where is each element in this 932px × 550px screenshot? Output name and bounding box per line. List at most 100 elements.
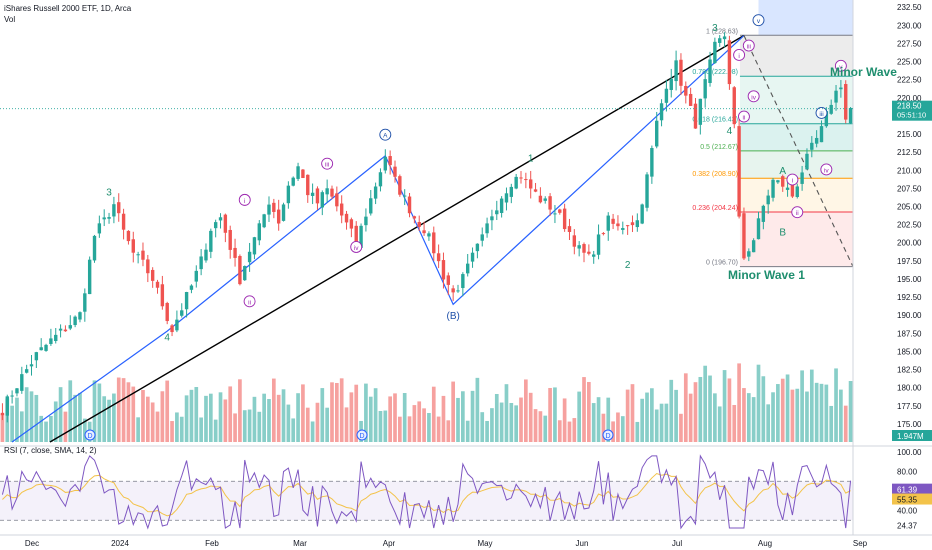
candle-body — [209, 230, 213, 252]
volume-bar — [354, 384, 359, 442]
wave-label-circle — [747, 90, 760, 103]
candle-body — [291, 177, 295, 186]
volume-bar — [674, 389, 678, 442]
time-axis[interactable]: Dec 2024 Feb Mar Apr May Jun Jul Aug Sep — [0, 534, 932, 548]
dashed-projection — [743, 35, 854, 267]
volume-bar — [402, 393, 407, 442]
volume-bar — [809, 369, 814, 442]
wave-label-text: 3 — [106, 188, 112, 199]
volume-bar — [286, 404, 291, 442]
candle-body — [577, 245, 581, 249]
volume-tag-text: 1.947M — [897, 432, 924, 441]
volume-bar — [824, 384, 829, 442]
candle-body — [819, 126, 824, 143]
candlesticks — [0, 32, 853, 423]
volume-bar — [494, 393, 499, 442]
candle-body — [228, 229, 232, 250]
volume-bar — [19, 411, 24, 442]
volume-bar — [49, 415, 53, 442]
volume-bar — [766, 404, 771, 442]
candle-body — [364, 216, 368, 226]
candle-body — [150, 269, 155, 281]
volume-marker: D — [84, 429, 96, 441]
volume-bar — [538, 411, 543, 442]
candle-body — [155, 281, 160, 288]
fib-label: 1 (228.63) — [706, 28, 738, 35]
candle-body — [742, 213, 746, 259]
volume-bar — [412, 405, 417, 442]
candle-body — [213, 222, 218, 229]
volume-bar — [233, 413, 237, 442]
volume-bar — [490, 408, 494, 442]
wave-label: B — [779, 227, 786, 238]
volume-bar — [543, 415, 548, 442]
price-tick-label: 230.00 — [897, 21, 922, 30]
candle-body — [194, 270, 198, 282]
volume-bar — [131, 386, 136, 442]
volume-bar — [737, 363, 741, 442]
price-tick-label: 222.50 — [897, 76, 922, 85]
volume-bar — [53, 401, 58, 442]
volume-bar — [679, 413, 683, 442]
rsi-sma-line — [2, 472, 851, 517]
candle-body — [233, 247, 237, 258]
candle-body — [417, 222, 421, 227]
wave-label: v — [752, 14, 765, 27]
price-tick-label: 195.00 — [897, 275, 922, 284]
volume-bar — [189, 389, 194, 442]
candle-body — [756, 218, 761, 240]
candle-body — [49, 338, 53, 344]
wave-label-text: 2 — [625, 260, 631, 271]
wave-label-text: i — [792, 178, 793, 185]
candle-body — [529, 179, 533, 189]
volume-bar — [659, 403, 664, 442]
candle-body — [92, 235, 97, 261]
candle-body — [107, 217, 111, 219]
candle-body — [422, 230, 426, 234]
candle-body — [281, 204, 286, 221]
volume-bar — [334, 382, 339, 442]
candle-body — [834, 90, 838, 103]
candle-body — [339, 203, 344, 216]
price-tick-label: 197.50 — [897, 257, 922, 266]
volume-bar — [640, 398, 645, 442]
candle-body — [475, 243, 480, 252]
price-axis[interactable]: 232.50230.00227.50225.00222.50220.00217.… — [0, 0, 932, 535]
volume-bar — [751, 397, 756, 442]
candle-body — [713, 41, 717, 64]
candle-body — [184, 292, 189, 310]
volume-bar — [267, 399, 271, 442]
volume-bar — [650, 388, 654, 442]
candle-body — [102, 217, 106, 220]
volume-bar — [29, 391, 34, 442]
volume-bar — [199, 417, 203, 442]
wave-label-circle — [834, 59, 847, 72]
wave-label-text: ii — [248, 299, 251, 306]
volume-bar — [761, 376, 766, 442]
volume-bar — [630, 384, 635, 442]
fib-label: 0.618 (216.43) — [692, 117, 738, 124]
candle-body — [10, 395, 14, 397]
annotation-minor-wave-1: Minor Wave 1 — [728, 268, 805, 282]
volume-bar — [688, 393, 693, 442]
candle-body — [587, 251, 591, 254]
volume-bar — [247, 409, 252, 442]
volume-bar — [669, 379, 674, 442]
volume-bar — [431, 386, 436, 442]
volume-bar — [843, 405, 848, 442]
candle-body — [465, 263, 470, 274]
candle-body — [436, 253, 441, 262]
volume-bar — [218, 392, 223, 442]
price-tick-label: 205.00 — [897, 203, 922, 212]
volume-bar — [68, 380, 73, 442]
volume-bar — [330, 382, 334, 442]
volume-bar — [848, 381, 853, 442]
candle-body — [320, 192, 324, 208]
volume-marker-text: D — [87, 433, 92, 440]
volume-bar — [15, 397, 19, 442]
wave-label-circle — [238, 193, 251, 206]
fib-label: 0.382 (208.90) — [692, 171, 738, 178]
candle-body — [538, 195, 543, 203]
candle-body — [126, 230, 131, 242]
